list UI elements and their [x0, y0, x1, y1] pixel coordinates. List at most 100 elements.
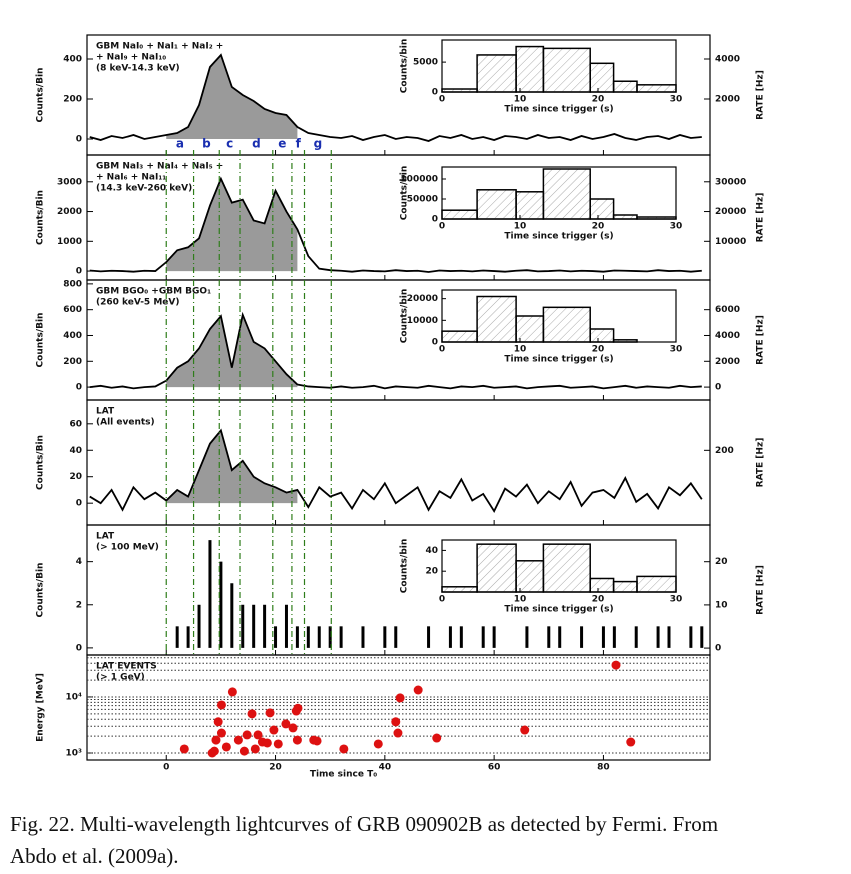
panel-label: LAT [96, 532, 115, 542]
inset-bar [542, 306, 591, 343]
inset-y-label: Counts/bin [400, 39, 410, 93]
inset-x-tick-label: 0 [439, 222, 445, 232]
inset-y-tick-label: 100000 [400, 175, 438, 185]
event-point [393, 728, 403, 738]
inset-x-tick-label: 10 [514, 95, 527, 105]
x-tick-label: 20 [269, 763, 282, 773]
event-point [269, 725, 279, 735]
interval-label: b [202, 137, 211, 151]
interval-label: c [226, 137, 233, 151]
inset-y-tick-label: 5000 [413, 58, 438, 68]
y2-tick-label: 20 [715, 557, 728, 567]
inset-x-label: Time since trigger (s) [504, 355, 613, 365]
inset-bar [476, 543, 517, 593]
y-tick-label: 0 [76, 383, 82, 393]
event-point [247, 709, 257, 719]
panel-label: (14.3 keV-260 keV) [96, 184, 192, 194]
inset-x-tick-label: 30 [670, 95, 683, 105]
y2-tick-label: 2000 [715, 357, 740, 367]
y2-tick-label: 0 [715, 644, 721, 654]
inset-bar [515, 45, 545, 93]
inset-x-tick-label: 10 [514, 595, 527, 605]
interval-label: a [176, 137, 184, 151]
caption-line: Abdo et al. (2009a). [10, 844, 179, 868]
y2-tick-label: 6000 [715, 305, 740, 315]
panel-label: (> 100 MeV) [96, 543, 159, 553]
light-curve [89, 311, 702, 390]
event-point [179, 744, 189, 754]
panel-label: + NaI₉ + NaI₁₀ [96, 53, 166, 63]
inset-bar [589, 328, 615, 343]
x-axis-label: Time since T₀ [310, 770, 377, 780]
inset-bar [476, 189, 517, 220]
y2-axis-label: RATE [Hz] [756, 193, 766, 243]
event-point [239, 746, 249, 756]
inset-y-tick-label: 40 [425, 546, 438, 556]
inset-x-tick-label: 0 [439, 95, 445, 105]
inset-x-tick-label: 10 [514, 345, 527, 355]
inset-bar [476, 295, 517, 343]
y2-axis-label: RATE [Hz] [756, 438, 766, 488]
y2-tick-label: 10 [715, 600, 728, 610]
event-point [432, 733, 442, 743]
y-axis-label: Counts/Bin [36, 190, 46, 245]
inset-bar [612, 339, 638, 343]
interval-label: f [296, 137, 302, 151]
panel-label: (> 1 GeV) [96, 673, 145, 683]
inset-bar [636, 216, 677, 220]
inset-bar [589, 198, 615, 220]
panel-frame [86, 399, 711, 526]
y2-axis-label: RATE [Hz] [756, 315, 766, 365]
event-point [273, 739, 283, 749]
x-tick-label: 80 [597, 763, 610, 773]
x-tick-label: 0 [163, 763, 169, 773]
x-tick-label: 60 [488, 763, 501, 773]
y2-tick-label: 20000 [715, 207, 746, 217]
inset-x-tick-label: 0 [439, 345, 445, 355]
inset-y-label: Counts/bin [400, 289, 410, 343]
y2-axis-label: RATE [Hz] [756, 565, 766, 615]
shaded-area [166, 314, 298, 388]
event-point [211, 735, 221, 745]
light-curve [89, 53, 702, 142]
inset-bar [612, 80, 638, 93]
inset-x-tick-label: 20 [592, 595, 605, 605]
inset-bar [589, 577, 615, 593]
y-tick-label: 40 [69, 446, 82, 456]
inset-x-tick-label: 20 [592, 95, 605, 105]
y2-tick-label: 10000 [715, 237, 746, 247]
y-tick-label: 400 [63, 55, 82, 65]
inset-bar [441, 586, 478, 593]
event-point [293, 703, 303, 713]
event-point [216, 728, 226, 738]
panel-label: LAT EVENTS [96, 662, 157, 672]
inset-x-tick-label: 30 [670, 345, 683, 355]
event-point [209, 746, 219, 756]
inset-x-tick-label: 10 [514, 222, 527, 232]
event-point [520, 725, 530, 735]
event-point [233, 735, 243, 745]
y-tick-label: 200 [63, 95, 82, 105]
inset-bar [441, 209, 478, 220]
event-point [391, 717, 401, 727]
shaded-area [166, 55, 298, 139]
y-tick-label: 1000 [57, 237, 82, 247]
inset-x-tick-label: 20 [592, 222, 605, 232]
light-curve [89, 176, 702, 273]
inset-y-tick-label: 0 [432, 88, 438, 98]
y-axis-label: Counts/Bin [36, 435, 46, 490]
y-tick-label: 10³ [66, 748, 83, 758]
caption-line: Fig. 22. Multi-wavelength lightcurves of… [10, 812, 719, 836]
event-point [221, 742, 231, 752]
y2-tick-label: 200 [715, 446, 734, 456]
y-tick-label: 600 [63, 305, 82, 315]
shaded-area [166, 430, 298, 504]
inset-x-tick-label: 0 [439, 595, 445, 605]
inset-x-label: Time since trigger (s) [504, 605, 613, 615]
y-tick-label: 200 [63, 357, 82, 367]
event-point [265, 708, 275, 718]
panel-label: GBM NaI₃ + NaI₄ + NaI₅ + [96, 162, 223, 172]
inset-x-label: Time since trigger (s) [504, 232, 613, 242]
panel-label: + NaI₆ + NaI₁₁ [96, 173, 166, 183]
